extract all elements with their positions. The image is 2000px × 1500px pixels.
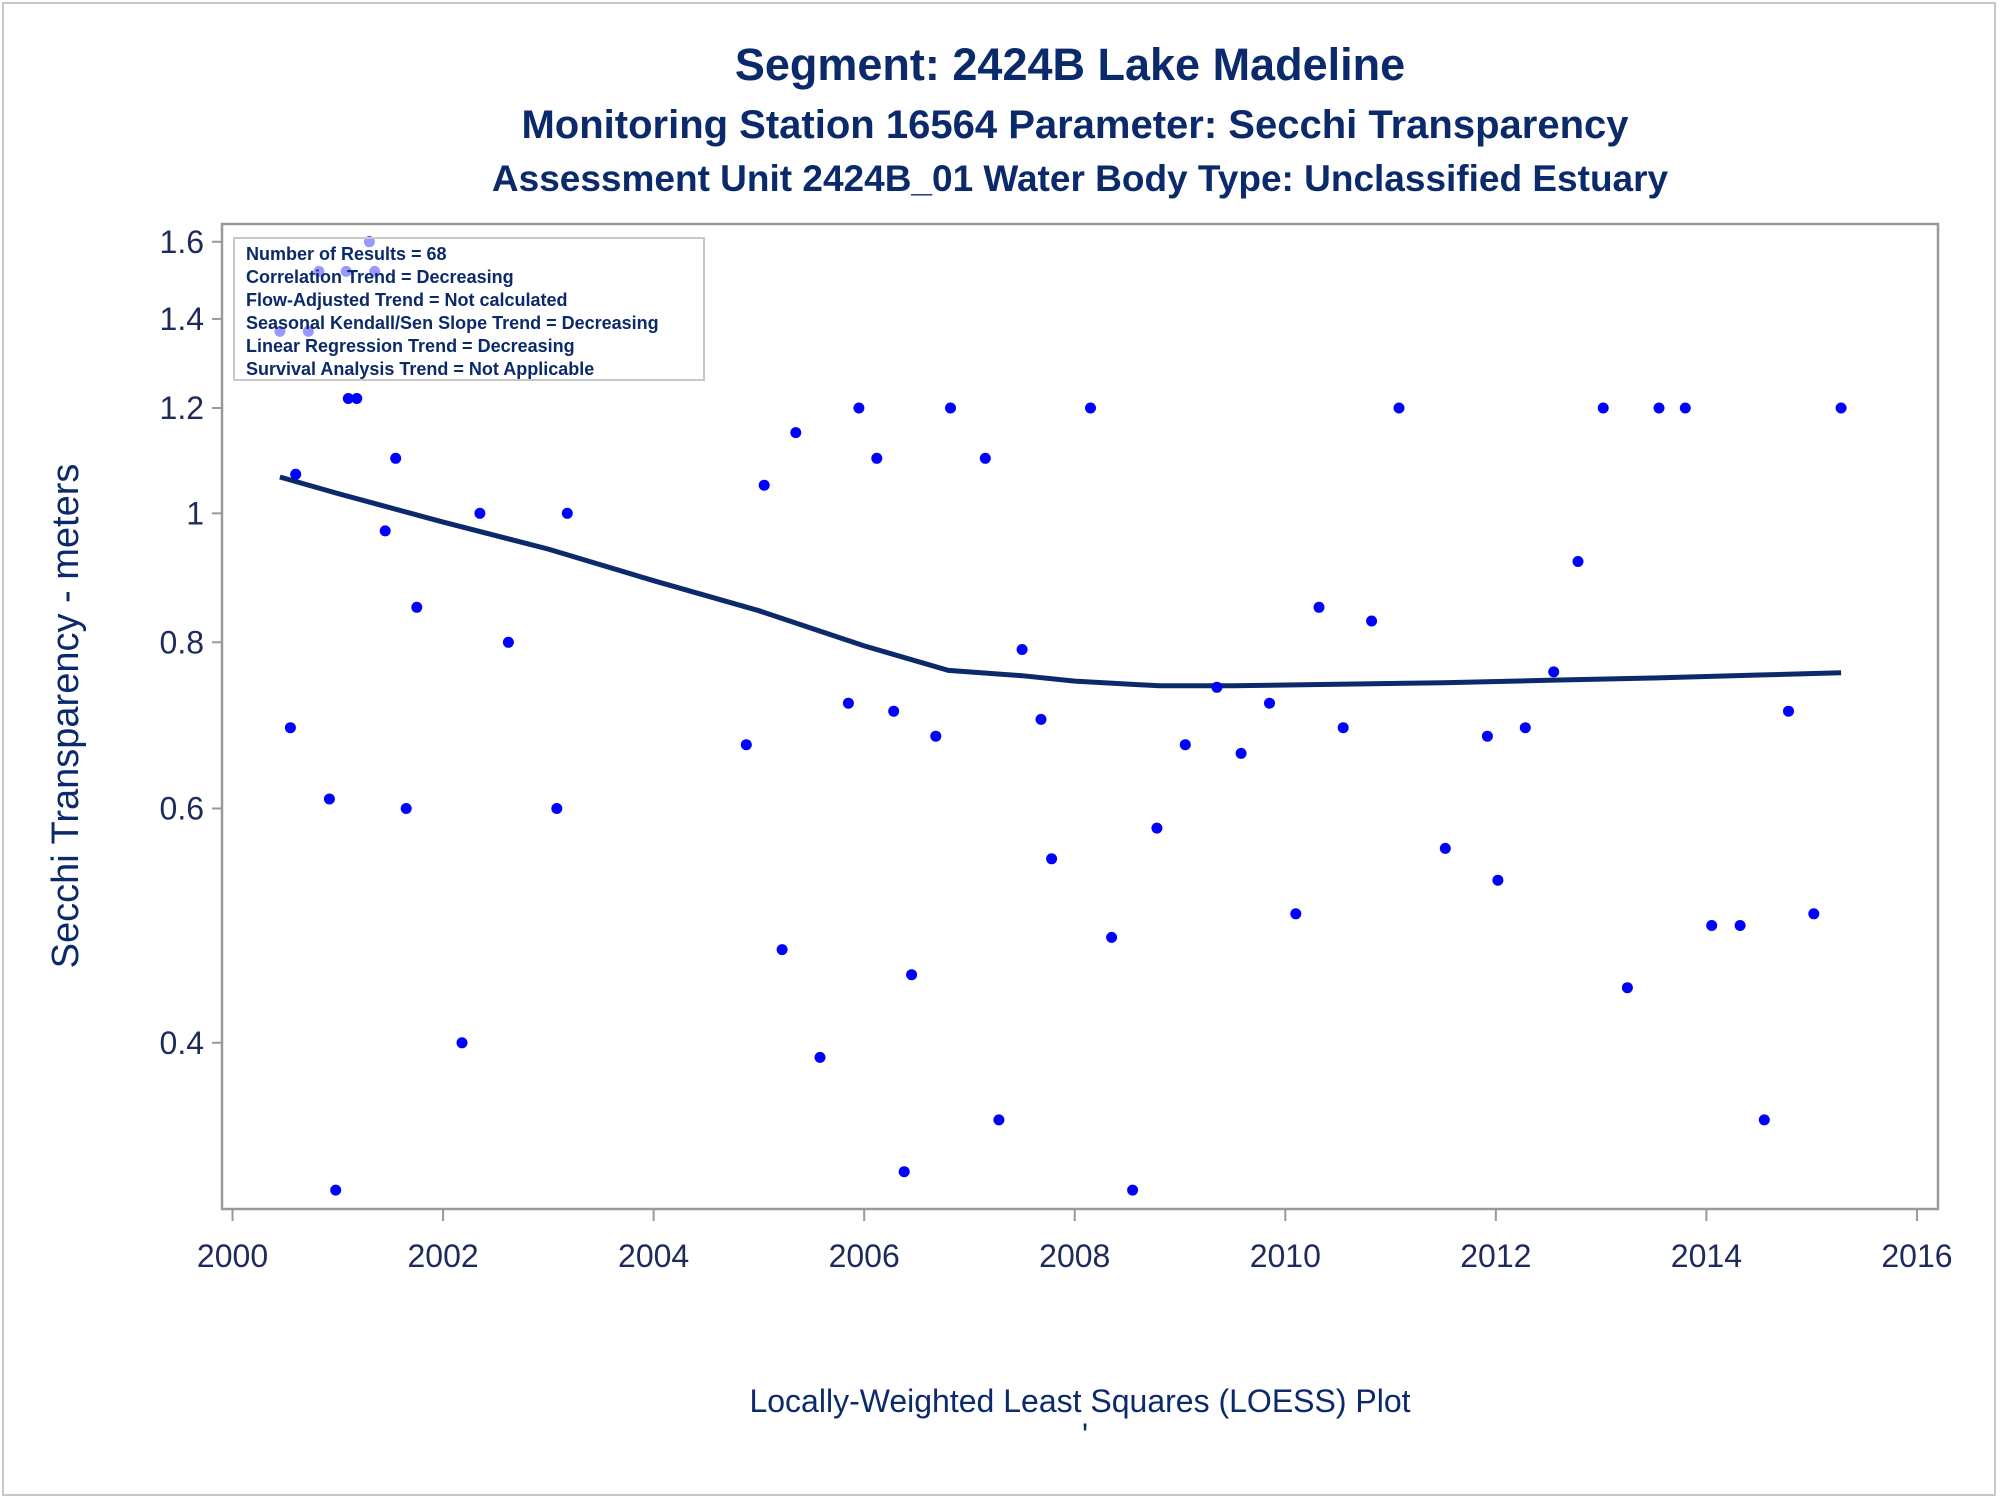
data-point <box>1211 681 1223 693</box>
data-point <box>330 1184 342 1196</box>
data-point <box>551 803 563 814</box>
data-point <box>871 452 883 464</box>
x-tick-label: 2010 <box>1250 1238 1321 1274</box>
data-point <box>1808 908 1820 920</box>
legend-entry: Correlation Trend = Decreasing <box>246 267 514 287</box>
data-point <box>1706 920 1718 931</box>
data-point <box>456 1037 468 1049</box>
data-point <box>342 393 354 404</box>
data-point <box>411 601 423 613</box>
data-point <box>1085 402 1096 414</box>
data-point <box>1835 402 1847 414</box>
legend-entry: Flow-Adjusted Trend = Not calculated <box>246 290 568 310</box>
data-point <box>1106 931 1118 943</box>
data-point <box>1035 713 1047 725</box>
loess-line <box>279 474 1842 689</box>
data-point <box>1492 874 1504 886</box>
x-tick-label: 2016 <box>1881 1238 1952 1274</box>
data-point <box>400 803 412 814</box>
data-point <box>379 525 391 537</box>
x-tick-label: 2002 <box>407 1238 478 1274</box>
data-point <box>1653 402 1665 414</box>
y-axis-label: Secchi Transparency - meters <box>45 464 87 969</box>
data-point <box>1337 722 1349 734</box>
x-tick-label: 2014 <box>1671 1238 1742 1274</box>
data-point <box>888 705 900 717</box>
legend-entry: Number of Results = 68 <box>246 244 447 264</box>
data-point <box>979 452 991 464</box>
data-point <box>1127 1184 1139 1196</box>
x-axis-label: Locally-Weighted Least Squares (LOESS) P… <box>749 1383 1410 1419</box>
data-point <box>906 969 918 981</box>
data-point <box>1313 601 1325 613</box>
data-point <box>1393 402 1405 414</box>
data-point <box>290 468 302 480</box>
data-point <box>1519 722 1531 734</box>
y-axis-ticks: 0.4 0.6 0.8 1 1.2 1.4 1.6 <box>160 224 222 1061</box>
x-axis-ticks: 2000 2002 2004 2006 2008 2010 2012 2014 2016 <box>197 1209 1953 1274</box>
legend: Number of Results = 68 Correlation Trend… <box>233 237 705 381</box>
data-point <box>1016 644 1028 655</box>
data-point <box>323 793 335 805</box>
chart-title: Segment: 2424B Lake Madeline <box>735 39 1405 90</box>
legend-box <box>233 237 705 381</box>
x-tick-label: 2012 <box>1460 1238 1531 1274</box>
data-point <box>945 402 956 414</box>
x-tick-label: 2004 <box>618 1238 689 1274</box>
y-tick-label: 1.6 <box>160 224 204 260</box>
y-tick-label: 1.4 <box>160 301 204 337</box>
data-point <box>390 452 402 464</box>
legend-entry: Linear Regression Trend = Decreasing <box>246 336 575 356</box>
data-point <box>790 427 802 439</box>
data-point <box>1439 842 1451 854</box>
legend-entry: Seasonal Kendall/Sen Slope Trend = Decre… <box>246 313 659 333</box>
data-point <box>898 1166 910 1178</box>
data-point <box>814 1051 826 1063</box>
data-point <box>930 730 942 742</box>
legend-entry: Survival Analysis Trend = Not Applicable <box>246 359 594 379</box>
data-point <box>776 944 788 956</box>
data-point <box>1481 730 1493 742</box>
y-tick-label: 1.2 <box>160 390 204 426</box>
data-point <box>351 393 363 404</box>
footnote: ' <box>1082 1417 1088 1453</box>
data-point <box>474 507 486 519</box>
data-point <box>1572 556 1584 567</box>
chart-subtitle-2: Assessment Unit 2424B_01 Water Body Type… <box>492 158 1669 199</box>
data-point <box>561 507 573 519</box>
data-point <box>1597 402 1609 414</box>
data-point <box>502 636 514 648</box>
data-point <box>842 697 854 709</box>
data-point <box>1734 920 1746 931</box>
data-point <box>1046 853 1058 865</box>
plot-area <box>220 222 1940 1211</box>
data-point <box>1783 705 1794 717</box>
y-tick-label: 0.8 <box>160 624 204 660</box>
data-point <box>1151 822 1163 834</box>
data-point <box>1679 402 1691 414</box>
data-point <box>284 722 296 734</box>
x-tick-label: 2006 <box>829 1238 900 1274</box>
y-tick-label: 1 <box>186 495 204 531</box>
data-point <box>1290 908 1302 920</box>
data-point <box>1264 697 1275 709</box>
x-tick-label: 2000 <box>197 1238 268 1274</box>
data-point <box>853 402 865 414</box>
data-point <box>993 1114 1005 1126</box>
data-point <box>1179 739 1191 751</box>
data-point <box>758 479 770 491</box>
x-tick-label: 2008 <box>1039 1238 1110 1274</box>
chart-subtitle: Monitoring Station 16564 Parameter: Secc… <box>521 103 1629 147</box>
data-point <box>1235 747 1247 759</box>
data-point <box>1758 1114 1770 1126</box>
data-point <box>1621 982 1633 994</box>
data-point <box>740 739 752 751</box>
data-point <box>1548 666 1560 678</box>
y-tick-label: 0.6 <box>160 791 204 827</box>
data-point <box>1366 615 1378 627</box>
y-tick-label: 0.4 <box>160 1025 204 1061</box>
